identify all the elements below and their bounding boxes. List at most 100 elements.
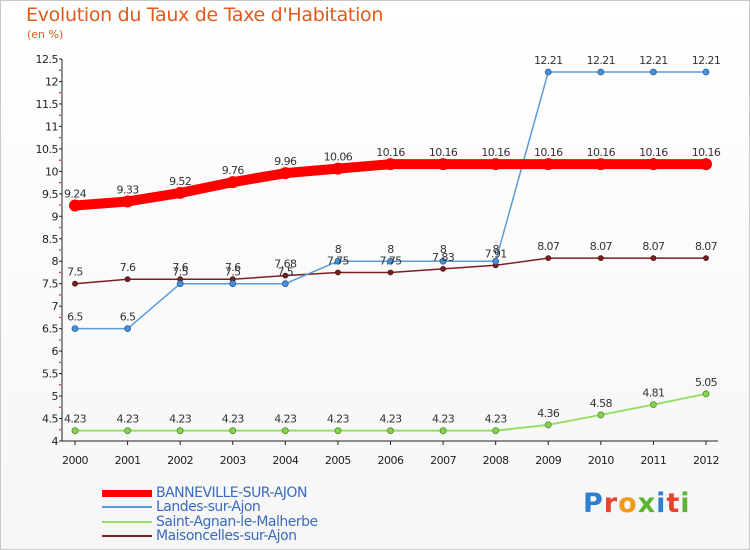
data-point-banneville <box>121 195 134 208</box>
data-point-banneville <box>226 176 239 189</box>
logo-letter: x <box>637 488 657 519</box>
data-label-banneville: 10.16 <box>429 146 458 159</box>
data-label-banneville: 10.16 <box>587 146 616 159</box>
data-label-landes: 12.21 <box>639 54 668 67</box>
data-point-saint-agnan <box>281 427 289 435</box>
data-point-maisoncelles <box>440 265 446 272</box>
data-point-maisoncelles <box>545 255 552 261</box>
y-minor-tick <box>59 249 61 251</box>
data-point-banneville <box>384 158 397 171</box>
data-point-saint-agnan <box>439 427 447 435</box>
legend-item-banneville: BANNEVILLE-SUR-AJON <box>102 486 307 500</box>
data-point-landes <box>387 257 394 265</box>
data-label-landes: 6.5 <box>67 311 83 324</box>
data-label-landes: 7.5 <box>172 266 188 279</box>
logo-letter: i <box>680 488 691 519</box>
x-tick-label: 2005 <box>325 454 351 467</box>
data-point-saint-agnan <box>387 427 394 435</box>
data-point-banneville <box>279 167 292 180</box>
y-tick-label: 8 <box>52 255 59 268</box>
data-label-landes: 6.5 <box>120 311 136 324</box>
legend-label-banneville: BANNEVILLE-SUR-AJON <box>156 485 307 501</box>
y-tick-label: 9 <box>52 210 59 223</box>
logo-letter: r <box>603 488 619 519</box>
data-label-saint-agnan: 4.36 <box>537 407 560 420</box>
y-tick-label: 4.5 <box>42 413 58 426</box>
legend-swatch-maisoncelles <box>102 535 152 537</box>
data-point-maisoncelles <box>597 255 604 261</box>
y-tick-label: 5.5 <box>42 368 58 381</box>
y-tick-label: 12 <box>45 75 58 88</box>
data-label-saint-agnan: 4.23 <box>64 413 87 426</box>
data-label-banneville: 10.16 <box>639 146 668 159</box>
y-tick-label: 8.5 <box>42 233 58 246</box>
y-tick-label: 10 <box>45 165 58 178</box>
x-tick-label: 2012 <box>693 454 719 467</box>
y-tick-label: 6.5 <box>42 323 58 336</box>
data-label-landes: 8 <box>440 243 447 256</box>
data-label-banneville: 10.16 <box>692 146 721 159</box>
data-label-banneville: 10.16 <box>376 146 405 159</box>
data-point-banneville <box>542 158 555 171</box>
data-label-saint-agnan: 4.23 <box>222 413 245 426</box>
data-point-maisoncelles <box>650 255 657 261</box>
data-point-banneville <box>647 158 660 171</box>
y-minor-tick <box>59 204 61 206</box>
legend-label-saint-agnan: Saint-Agnan-le-Malherbe <box>156 514 318 530</box>
y-tick-label: 4 <box>52 435 59 448</box>
data-label-maisoncelles: 7.5 <box>67 266 83 279</box>
data-label-banneville: 10.16 <box>481 146 510 159</box>
y-minor-tick <box>59 428 61 431</box>
y-tick-label: 7.5 <box>42 278 58 291</box>
data-point-landes <box>71 325 79 333</box>
y-minor-tick <box>59 181 61 184</box>
data-point-maisoncelles <box>124 276 131 283</box>
data-point-landes <box>544 68 552 76</box>
data-point-saint-agnan <box>702 390 710 398</box>
x-tick-label: 2008 <box>483 454 509 467</box>
data-point-landes <box>597 68 605 76</box>
legend-swatch-banneville <box>102 489 152 497</box>
data-label-landes: 8 <box>335 243 342 256</box>
data-point-saint-agnan <box>544 421 552 429</box>
data-point-landes <box>281 280 289 288</box>
data-label-saint-agnan: 4.23 <box>485 413 508 426</box>
chart-subtitle: (en %) <box>27 28 64 41</box>
x-tick-label: 2009 <box>535 454 561 467</box>
data-point-banneville <box>700 158 712 171</box>
y-tick-label: 6 <box>52 345 59 358</box>
x-tick-label: 2001 <box>115 454 141 467</box>
y-minor-tick <box>59 159 61 161</box>
data-label-landes: 7.5 <box>225 266 241 279</box>
data-label-maisoncelles: 7.75 <box>379 254 402 267</box>
data-label-banneville: 9.76 <box>222 164 245 177</box>
y-minor-tick <box>59 406 61 409</box>
data-label-landes: 7.5 <box>277 266 293 279</box>
data-point-maisoncelles <box>282 272 289 279</box>
data-point-saint-agnan <box>650 401 657 408</box>
logo-letter: P <box>583 488 604 519</box>
data-label-maisoncelles: 8.07 <box>590 240 613 253</box>
logo-letter: t <box>666 488 681 519</box>
data-point-saint-agnan <box>334 427 342 435</box>
data-point-banneville <box>437 158 450 171</box>
data-label-saint-agnan: 4.23 <box>117 413 140 426</box>
data-label-maisoncelles: 7.6 <box>172 261 188 274</box>
y-tick-label: 7 <box>52 300 59 313</box>
y-tick-label: 12.5 <box>36 53 59 66</box>
data-label-banneville: 10.16 <box>534 146 563 159</box>
y-minor-tick <box>59 114 61 116</box>
y-minor-tick <box>59 316 61 319</box>
y-minor-tick <box>59 384 61 386</box>
data-label-landes: 8 <box>492 243 499 256</box>
data-label-maisoncelles: 7.83 <box>432 251 455 264</box>
data-point-landes <box>124 325 131 333</box>
data-point-maisoncelles <box>335 269 341 276</box>
data-label-landes: 8 <box>387 243 394 256</box>
y-minor-tick <box>59 226 61 229</box>
y-minor-tick <box>59 91 61 94</box>
data-point-saint-agnan <box>492 427 500 435</box>
data-label-saint-agnan: 4.23 <box>379 413 402 426</box>
legend-item-maisoncelles: Maisoncelles-sur-Ajon <box>102 529 297 543</box>
